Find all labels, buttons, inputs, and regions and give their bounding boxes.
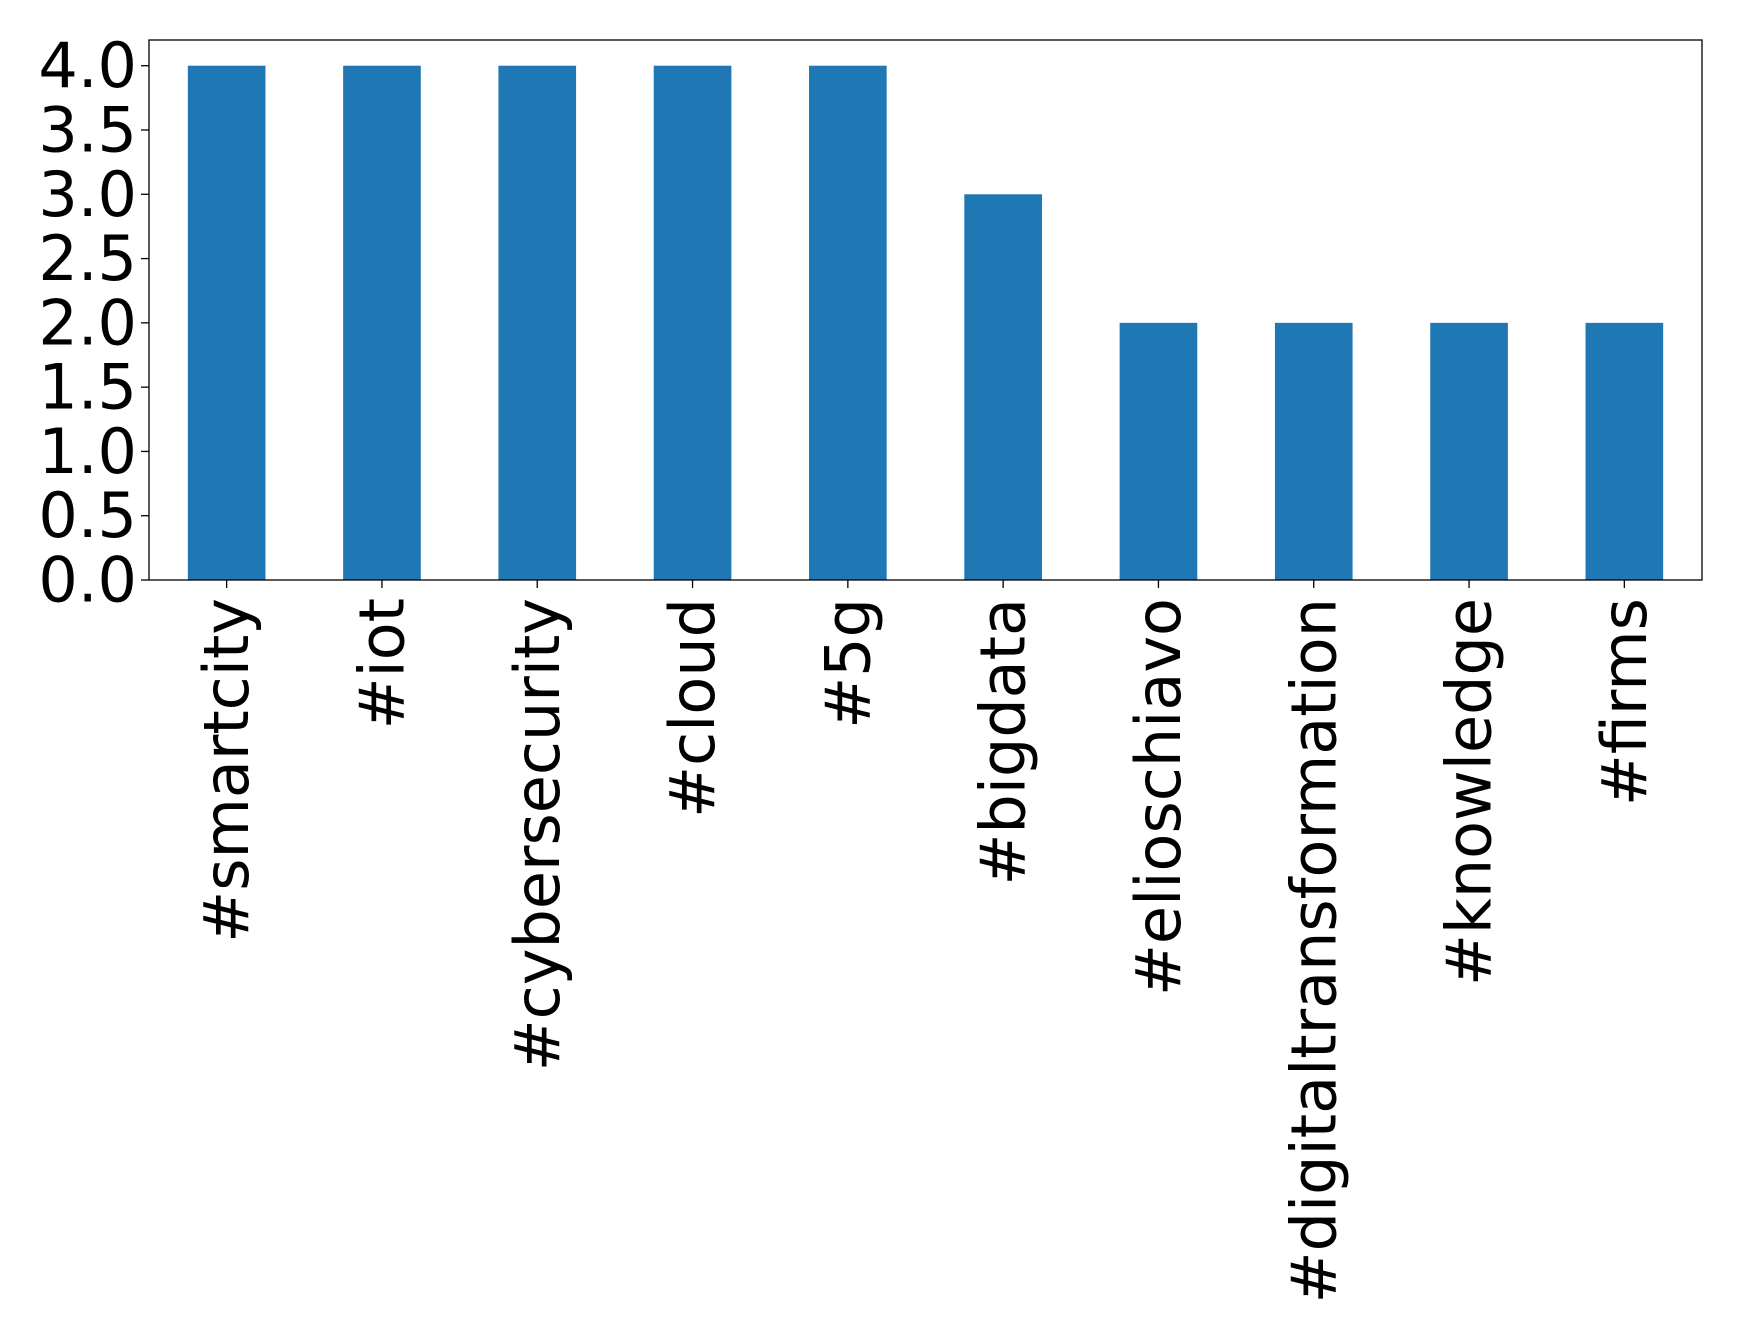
y-axis: 0.00.51.01.52.02.53.03.54.0 xyxy=(38,29,149,617)
y-tick-label: 3.0 xyxy=(38,158,137,231)
bar-elioschiavo xyxy=(1119,322,1198,580)
y-tick-label: 0.0 xyxy=(38,544,137,617)
plot-frame xyxy=(148,39,1703,581)
x-tick-label: #knowledge xyxy=(1433,598,1506,986)
x-axis: #smartcity #iot #cybersecurity #cloud #5g #bi… xyxy=(190,580,1661,1303)
bar-5g xyxy=(809,65,887,580)
x-tick-label: #iot xyxy=(345,598,418,729)
bar-digitaltransformation xyxy=(1274,322,1353,580)
y-tick-label: 3.5 xyxy=(38,94,137,167)
x-tick-label: #5g xyxy=(811,598,884,729)
bar-smartcity xyxy=(187,65,266,580)
x-tick-label: #cloud xyxy=(656,598,729,818)
x-tick-label: #elioschiavo xyxy=(1122,598,1195,996)
bar-cloud xyxy=(653,65,732,580)
x-tick-label: #cybersecurity xyxy=(501,598,574,1071)
y-tick-label: 1.5 xyxy=(38,351,137,424)
x-tick-label: #smartcity xyxy=(190,598,263,943)
bar-firms xyxy=(1585,322,1664,580)
y-tick-label: 2.5 xyxy=(38,222,137,295)
x-tick-label: #digitaltransformation xyxy=(1277,598,1350,1303)
y-tick-label: 0.5 xyxy=(38,479,137,552)
y-tick-label: 2.0 xyxy=(38,286,137,359)
bars-layer xyxy=(187,65,1664,581)
y-tick-label: 4.0 xyxy=(38,29,137,102)
bar-iot xyxy=(343,65,421,580)
x-tick-label: #firms xyxy=(1588,598,1661,806)
y-tick-label: 1.0 xyxy=(38,415,137,488)
x-tick-label: #bigdata xyxy=(967,598,1040,886)
bar-cybersecurity xyxy=(498,65,577,580)
bar-bigdata xyxy=(964,194,1042,581)
bar-knowledge xyxy=(1430,322,1508,580)
